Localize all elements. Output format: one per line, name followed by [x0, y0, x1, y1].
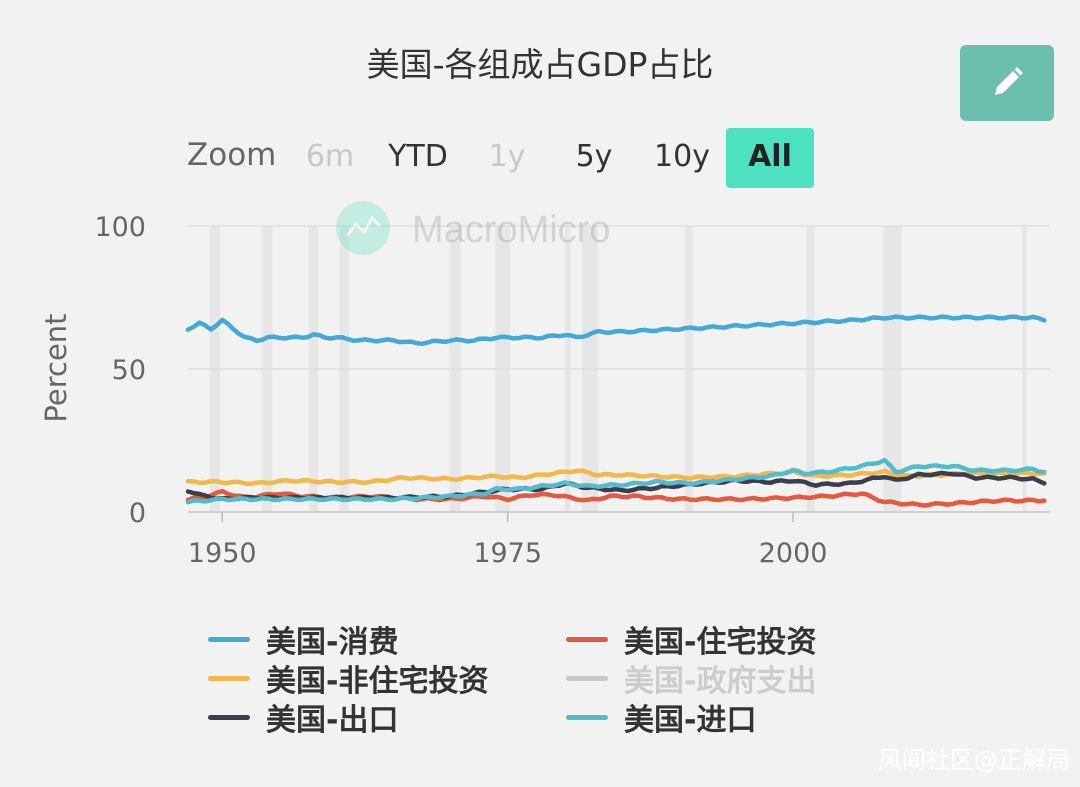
- y-axis-label: Percent: [39, 313, 73, 422]
- zoom-5y-button[interactable]: 5y: [575, 139, 613, 174]
- legend-item-residential-investment[interactable]: 美国-住宅投资: [566, 619, 817, 660]
- watermark: MacroMicro: [336, 201, 610, 255]
- legend-label: 美国-非住宅投资: [266, 664, 489, 699]
- footer-credit: 风闻社区@正解局: [878, 746, 1070, 774]
- legend-swatch: [566, 714, 608, 720]
- legend-swatch: [208, 714, 250, 720]
- legend-item-exports[interactable]: 美国-出口: [208, 697, 399, 738]
- x-axis: 1950 1975 2000: [188, 512, 828, 569]
- zoom-6m-button[interactable]: 6m: [305, 139, 355, 174]
- grid-lines: [188, 225, 1050, 513]
- legend-label: 美国-消费: [266, 625, 399, 660]
- legend-swatch: [566, 636, 608, 642]
- zoom-1y-button[interactable]: 1y: [488, 139, 526, 174]
- x-tick-label: 1975: [473, 538, 542, 569]
- zoom-label: Zoom: [187, 137, 277, 173]
- x-tick-label: 1950: [188, 538, 257, 569]
- macromicro-logo-icon: [336, 201, 390, 255]
- zoom-ytd-button[interactable]: YTD: [388, 139, 448, 174]
- legend-item-consumption[interactable]: 美国-消费: [208, 619, 399, 660]
- legend-label: 美国-住宅投资: [624, 625, 817, 660]
- series-line: [185, 468, 1047, 487]
- zoom-10y-button[interactable]: 10y: [654, 139, 710, 174]
- logo-mark: [345, 215, 382, 237]
- series-line: [185, 457, 1047, 505]
- legend-item-nonresidential-investment[interactable]: 美国-非住宅投资: [208, 658, 489, 699]
- y-tick-label: 0: [129, 498, 146, 529]
- legend-item-government-spending[interactable]: 美国-政府支出: [566, 658, 817, 699]
- legend-label: 美国-政府支出: [624, 664, 817, 699]
- legend-swatch: [208, 636, 250, 642]
- legend-label: 美国-进口: [624, 703, 757, 738]
- y-axis: 0 50 100: [94, 212, 146, 529]
- zoom-all-button[interactable]: All: [726, 128, 814, 188]
- legend-label: 美国-出口: [266, 703, 399, 738]
- series-lines: [185, 314, 1047, 508]
- watermark-text: MacroMicro: [412, 209, 610, 251]
- y-tick-label: 100: [94, 212, 146, 243]
- legend-swatch: [208, 675, 250, 681]
- pencil-icon: [995, 67, 1023, 95]
- edit-button[interactable]: [960, 45, 1054, 121]
- y-tick-label: 50: [112, 355, 146, 386]
- series-line: [185, 314, 1047, 347]
- chart-title: 美国-各组成占GDP占比: [366, 45, 714, 84]
- x-tick-label: 2000: [759, 538, 828, 569]
- legend-swatch: [566, 675, 608, 681]
- legend-item-imports[interactable]: 美国-进口: [566, 697, 757, 738]
